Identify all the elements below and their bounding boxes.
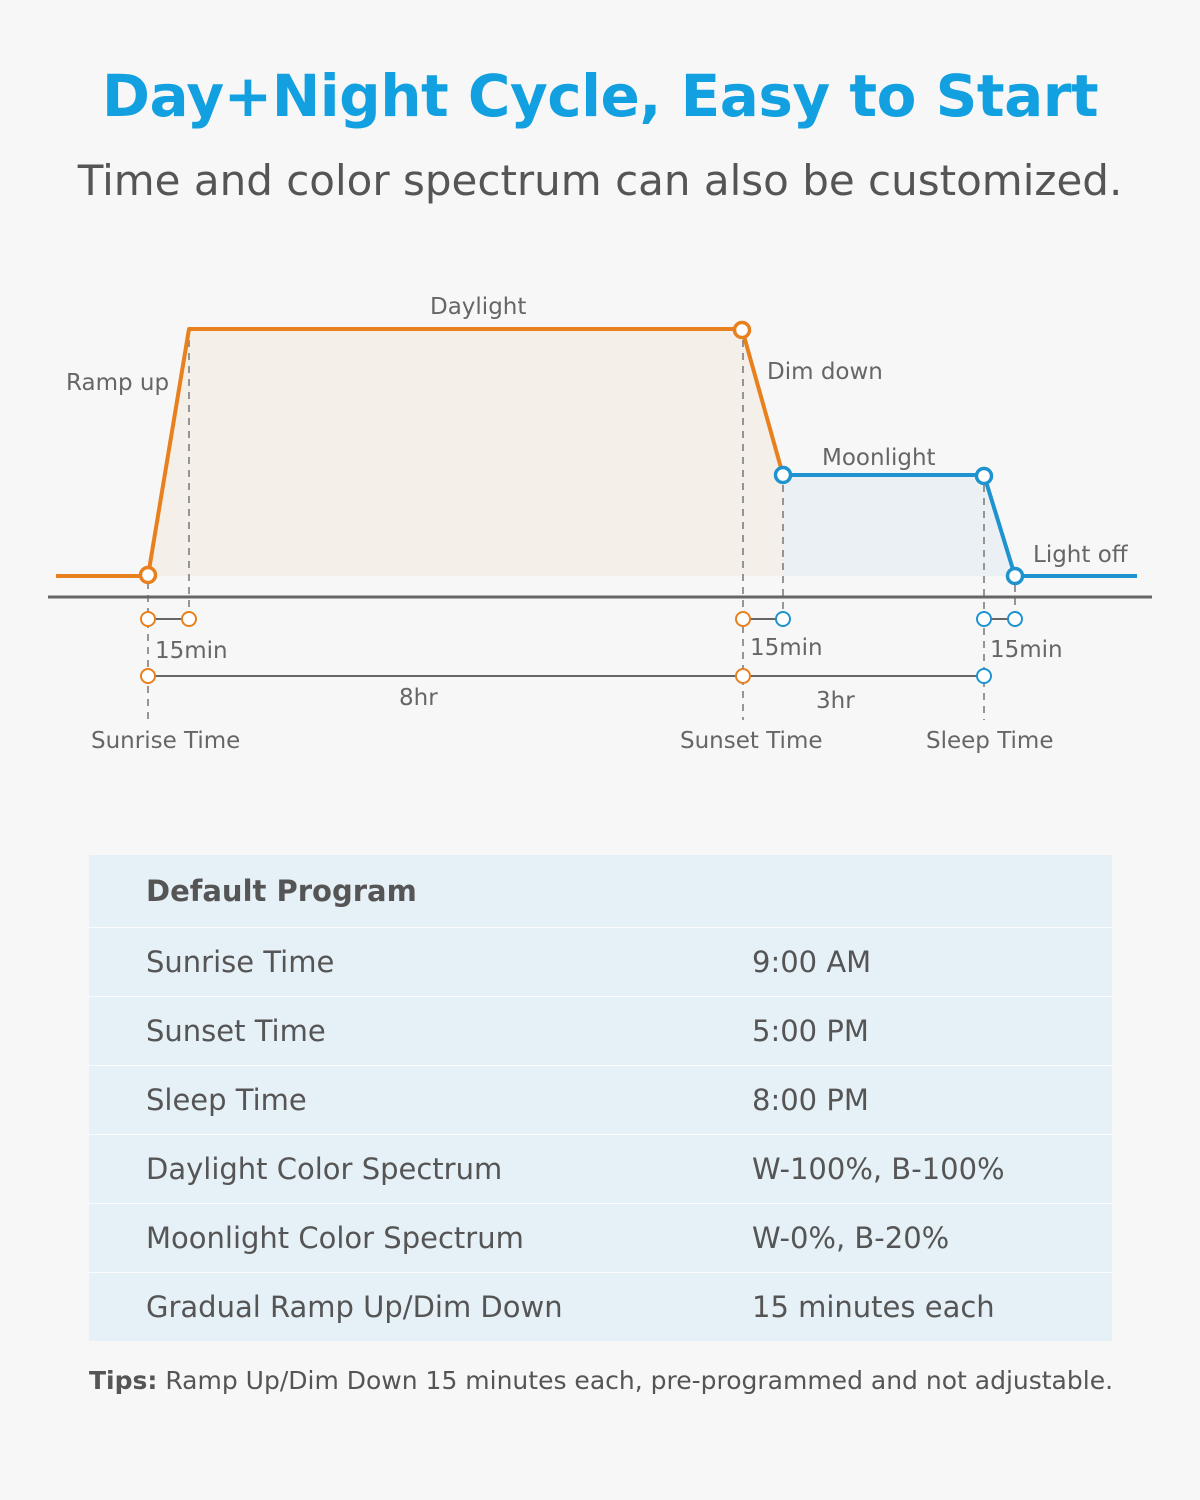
label-day-duration: 8hr: [399, 685, 438, 711]
marker-circle: [775, 611, 791, 627]
tips-text: Ramp Up/Dim Down 15 minutes each, pre-pr…: [157, 1366, 1114, 1395]
row-label: Moonlight Color Spectrum: [146, 1221, 524, 1255]
label-sleep-time: Sleep Time: [926, 728, 1054, 754]
daylight-area: [148, 329, 783, 576]
tips-note: Tips: Ramp Up/Dim Down 15 minutes each, …: [89, 1366, 1113, 1395]
table-header: Default Program: [89, 855, 1112, 927]
label-sunrise-time: Sunrise Time: [91, 728, 240, 754]
row-label: Sleep Time: [146, 1083, 307, 1117]
label-dim-down: Dim down: [767, 359, 883, 385]
marker-circle: [140, 668, 156, 684]
label-sunset-time: Sunset Time: [680, 728, 823, 754]
marker-circle: [181, 611, 197, 627]
page-subtitle: Time and color spectrum can also be cust…: [77, 156, 1123, 205]
page-title: Day+Night Cycle, Easy to Start: [101, 62, 1099, 130]
row-value: 8:00 PM: [752, 1083, 869, 1117]
label-moonlight: Moonlight: [822, 445, 936, 471]
row-value: W-0%, B-20%: [752, 1221, 950, 1255]
row-label: Daylight Color Spectrum: [146, 1152, 503, 1186]
default-program-table: Default Program Sunrise Time 9:00 AM Suns…: [89, 855, 1112, 1341]
daylight-curve: [56, 327, 785, 578]
sunset-point: [732, 320, 752, 340]
marker-circle: [1007, 611, 1023, 627]
row-value: W-100%, B-100%: [752, 1152, 1005, 1186]
row-label: Sunset Time: [146, 1014, 326, 1048]
label-light-off: Light off: [1033, 542, 1129, 568]
moonlight-start-point: [773, 465, 793, 485]
marker-circle: [735, 668, 751, 684]
table-heading: Default Program: [146, 874, 417, 908]
marker-circle: [976, 611, 992, 627]
tips-label: Tips:: [89, 1366, 158, 1395]
light-off-point: [1005, 566, 1025, 586]
label-moon-duration: 3hr: [816, 688, 855, 714]
table-row: Moonlight Color Spectrum W-0%, B-20%: [89, 1203, 1112, 1272]
row-value: 9:00 AM: [752, 945, 872, 979]
row-label: Sunrise Time: [146, 945, 335, 979]
table-row: Gradual Ramp Up/Dim Down 15 minutes each: [89, 1272, 1112, 1341]
sleep-point: [974, 466, 994, 486]
sunrise-point: [138, 565, 158, 585]
table-row: Daylight Color Spectrum W-100%, B-100%: [89, 1134, 1112, 1203]
marker-circle: [735, 611, 751, 627]
table-row: Sunrise Time 9:00 AM: [89, 927, 1112, 996]
label-daylight: Daylight: [430, 294, 526, 320]
row-label: Gradual Ramp Up/Dim Down: [146, 1290, 563, 1324]
moonlight-area: [783, 475, 1015, 576]
table-row: Sunset Time 5:00 PM: [89, 996, 1112, 1065]
marker-circle: [976, 668, 992, 684]
row-value: 5:00 PM: [752, 1014, 869, 1048]
moonlight-curve: [783, 473, 1137, 578]
row-value: 15 minutes each: [752, 1290, 995, 1324]
table-row: Sleep Time 8:00 PM: [89, 1065, 1112, 1134]
label-off-duration: 15min: [990, 637, 1063, 663]
marker-circle: [140, 611, 156, 627]
label-ramp-up: Ramp up: [66, 370, 169, 396]
label-ramp-duration: 15min: [155, 638, 228, 664]
day-night-cycle-diagram: Ramp up Daylight Dim down Moonlight Ligh…: [48, 294, 1152, 754]
label-dim-duration: 15min: [750, 635, 823, 661]
